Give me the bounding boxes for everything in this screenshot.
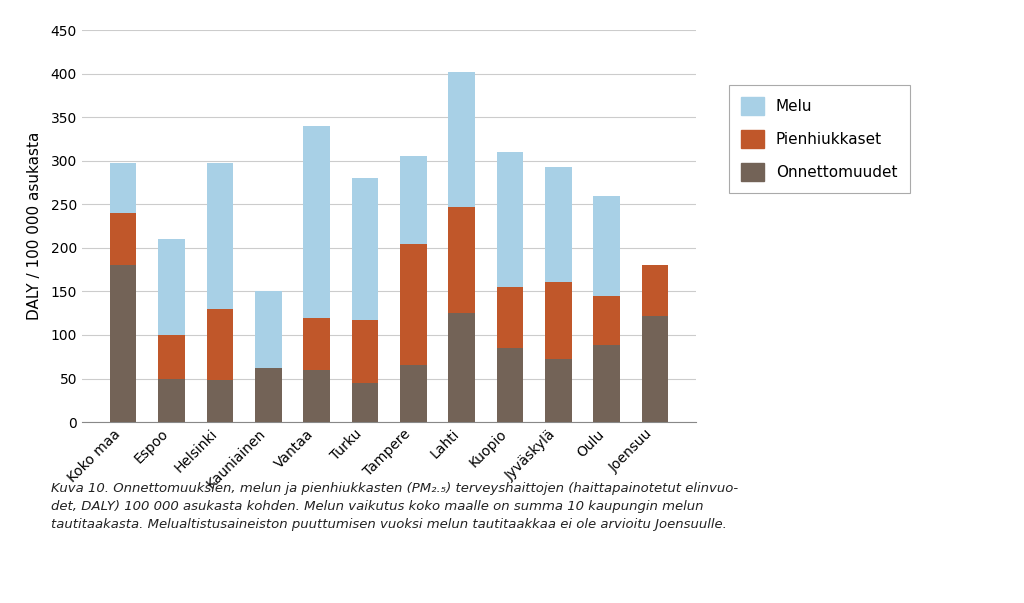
Bar: [158, 239, 184, 335]
Bar: [449, 313, 475, 422]
Bar: [158, 335, 184, 379]
Bar: [255, 368, 282, 422]
Bar: [497, 348, 523, 422]
Bar: [351, 383, 378, 422]
Bar: [110, 213, 136, 265]
Bar: [545, 167, 571, 282]
Bar: [400, 156, 427, 244]
Bar: [110, 163, 136, 213]
Bar: [497, 152, 523, 287]
Bar: [497, 287, 523, 348]
Bar: [207, 380, 233, 422]
Y-axis label: DALY / 100 000 asukasta: DALY / 100 000 asukasta: [28, 132, 42, 320]
Bar: [594, 296, 621, 346]
Bar: [303, 370, 330, 422]
Bar: [545, 282, 571, 359]
Text: Kuva 10. Onnettomuuksien, melun ja pienhiukkasten (PM₂.₅) terveyshaittojen (hait: Kuva 10. Onnettomuuksien, melun ja pienh…: [51, 482, 738, 531]
Legend: Melu, Pienhiukkaset, Onnettomuudet: Melu, Pienhiukkaset, Onnettomuudet: [728, 85, 909, 193]
Bar: [594, 195, 621, 296]
Bar: [545, 359, 571, 422]
Bar: [255, 291, 282, 368]
Bar: [642, 265, 669, 316]
Bar: [594, 346, 621, 422]
Bar: [400, 365, 427, 422]
Bar: [449, 207, 475, 313]
Bar: [400, 244, 427, 365]
Bar: [351, 178, 378, 320]
Bar: [207, 309, 233, 380]
Bar: [207, 163, 233, 309]
Bar: [351, 320, 378, 383]
Bar: [449, 72, 475, 207]
Bar: [642, 316, 669, 422]
Bar: [158, 379, 184, 422]
Bar: [303, 318, 330, 370]
Bar: [110, 265, 136, 422]
Bar: [303, 126, 330, 318]
